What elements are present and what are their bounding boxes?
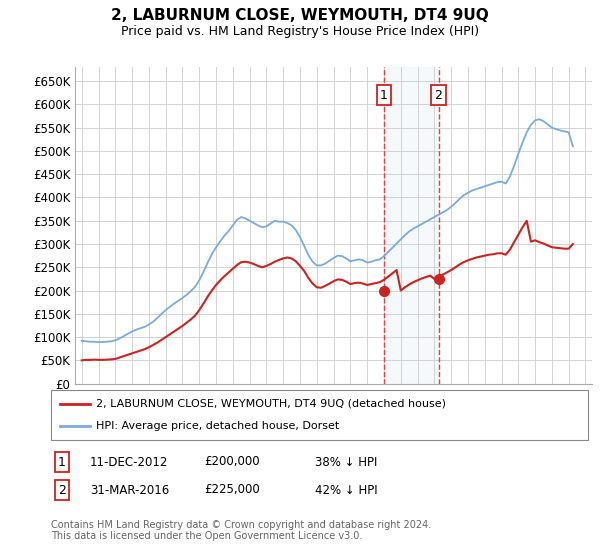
Text: 2, LABURNUM CLOSE, WEYMOUTH, DT4 9UQ (detached house): 2, LABURNUM CLOSE, WEYMOUTH, DT4 9UQ (de… <box>96 399 446 409</box>
Text: 2, LABURNUM CLOSE, WEYMOUTH, DT4 9UQ: 2, LABURNUM CLOSE, WEYMOUTH, DT4 9UQ <box>111 8 489 24</box>
Text: HPI: Average price, detached house, Dorset: HPI: Average price, detached house, Dors… <box>96 421 339 431</box>
Text: 11-DEC-2012: 11-DEC-2012 <box>90 455 169 469</box>
Text: 1: 1 <box>380 88 388 101</box>
Text: 1: 1 <box>58 455 66 469</box>
Text: 2: 2 <box>58 483 66 497</box>
Text: 2: 2 <box>434 88 442 101</box>
Text: 42% ↓ HPI: 42% ↓ HPI <box>315 483 377 497</box>
Text: 38% ↓ HPI: 38% ↓ HPI <box>315 455 377 469</box>
Text: 31-MAR-2016: 31-MAR-2016 <box>90 483 169 497</box>
Text: Price paid vs. HM Land Registry's House Price Index (HPI): Price paid vs. HM Land Registry's House … <box>121 25 479 38</box>
Text: £200,000: £200,000 <box>204 455 260 469</box>
Bar <box>384 67 439 384</box>
Text: £225,000: £225,000 <box>204 483 260 497</box>
Text: Contains HM Land Registry data © Crown copyright and database right 2024.
This d: Contains HM Land Registry data © Crown c… <box>51 520 431 542</box>
